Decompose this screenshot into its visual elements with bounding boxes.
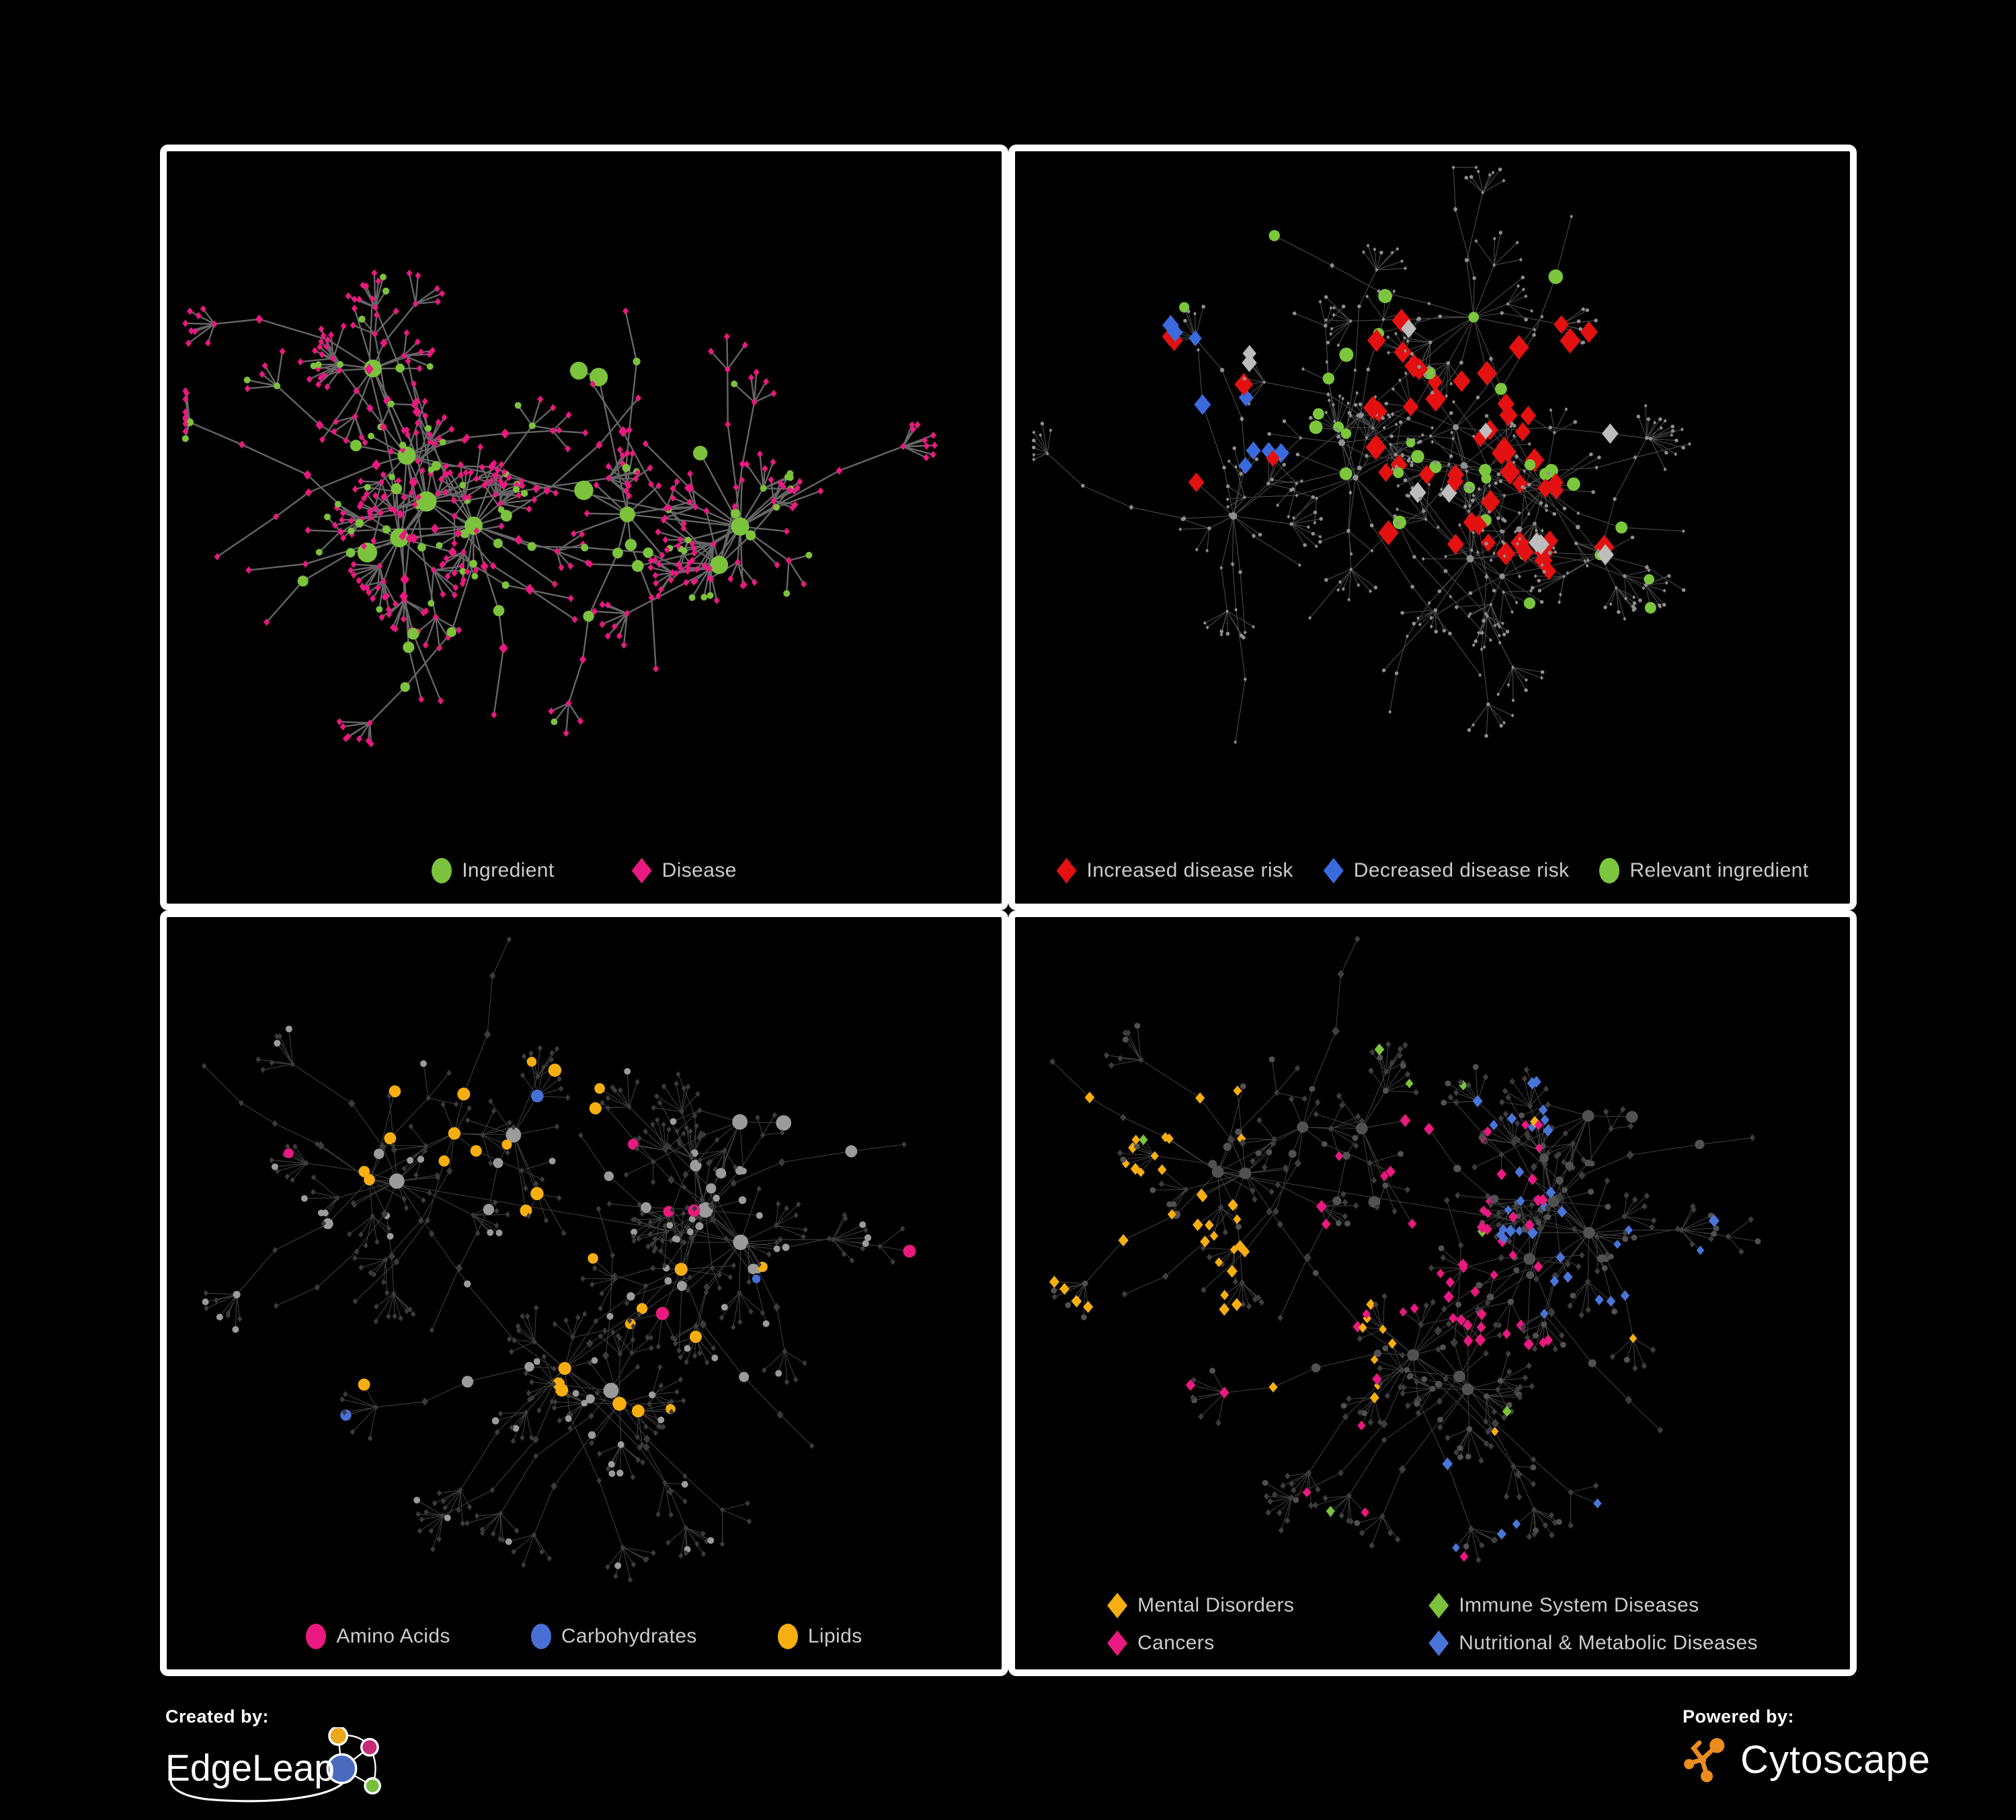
cytoscape-credit: Powered by: Cytoscape (1683, 1706, 1931, 1785)
powered-by-label: Powered by: (1683, 1706, 1795, 1727)
panel-nutrient-classes: Amino Acids Carbohydrates Lipids (160, 910, 1008, 1676)
disease-diamond-marker (631, 858, 652, 883)
legend-item-mental-disorders: Mental Disorders (1107, 1593, 1294, 1618)
legend-label: Mental Disorders (1137, 1594, 1295, 1616)
legend-label: Carbohydrates (561, 1625, 697, 1647)
ingredient-circle-marker (432, 858, 452, 883)
legend-item-amino-acids: Amino Acids (306, 1624, 450, 1649)
edgeleap-credit: Created by: EdgeLeap (165, 1706, 394, 1807)
graph-edges (184, 272, 935, 744)
graph-edges (204, 939, 910, 1580)
lipids-circle-marker (777, 1624, 798, 1649)
legend-label: Ingredient (462, 859, 555, 881)
legend-item-nutritional-metabolic-diseases: Nutritional & Metabolic Diseases (1428, 1630, 1758, 1656)
legend-label: Cancers (1137, 1632, 1215, 1654)
panel-grid: Ingredient Disease Increased disease ris… (160, 145, 1857, 1676)
relevant-ingredient-circle-marker (1599, 858, 1620, 883)
legend-label: Disease (661, 859, 737, 881)
edgeleap-swoosh (169, 1776, 347, 1803)
graph-edges (1052, 939, 1759, 1560)
cytoscape-logo-icon (1684, 1738, 1725, 1782)
graph-nodes (1032, 165, 1691, 744)
decreased-risk-diamond-marker (1323, 858, 1344, 883)
legend-label: Decreased disease risk (1353, 859, 1570, 881)
legend-item-carbohydrates: Carbohydrates (530, 1624, 697, 1649)
legend-disease-classes: Mental Disorders Immune System Diseases … (1015, 1593, 1850, 1656)
legend-item-immune-system-diseases: Immune System Diseases (1428, 1593, 1758, 1618)
legend-label: Relevant ingredient (1629, 859, 1809, 881)
legend-label: Immune System Diseases (1459, 1594, 1699, 1616)
legend-item-ingredient: Ingredient (432, 858, 554, 883)
legend-item-lipids: Lipids (777, 1624, 862, 1649)
legend-item-relevant-ingredient: Relevant ingredient (1599, 858, 1808, 883)
created-by-label: Created by: (165, 1706, 270, 1727)
carbohydrates-circle-marker (530, 1624, 551, 1649)
panel-disease-risk: Increased disease risk Decreased disease… (1008, 145, 1857, 910)
legend-nutrient-classes: Amino Acids Carbohydrates Lipids (167, 1624, 1002, 1649)
legend-label: Lipids (807, 1625, 862, 1647)
edgeleap-logo: EdgeLeap (165, 1727, 381, 1803)
graph-nodes (182, 269, 938, 748)
legend-item-decreased-risk: Decreased disease risk (1323, 858, 1570, 883)
edgeleap-name: EdgeLeap (165, 1747, 335, 1789)
legend-item-increased-risk: Increased disease risk (1056, 858, 1293, 883)
immune-diseases-diamond-marker (1428, 1593, 1449, 1618)
nutritional-metabolic-diamond-marker (1428, 1630, 1449, 1656)
panel-disease-classes: Mental Disorders Immune System Diseases … (1008, 910, 1857, 1676)
legend-label: Increased disease risk (1086, 859, 1293, 881)
legend-item-disease: Disease (631, 858, 737, 883)
cancers-diamond-marker (1107, 1630, 1128, 1656)
amino-acids-circle-marker (306, 1624, 327, 1649)
network-graph-disease-classes (1049, 935, 1761, 1564)
legend-ingredient-disease: Ingredient Disease (167, 858, 1002, 883)
legend-disease-risk: Increased disease risk Decreased disease… (1015, 858, 1850, 883)
panel-ingredient-disease: Ingredient Disease (160, 145, 1008, 910)
edgeleap-logo-nodes (326, 1727, 381, 1795)
cytoscape-name: Cytoscape (1740, 1737, 1931, 1782)
cytoscape-lockup: Cytoscape (1683, 1734, 1931, 1785)
network-graph-disease-risk (1032, 165, 1691, 744)
network-graph-ingredient-disease (182, 269, 938, 748)
legend-label: Nutritional & Metabolic Diseases (1459, 1632, 1758, 1654)
graph-nodes (1049, 935, 1761, 1564)
mental-disorders-diamond-marker (1107, 1593, 1128, 1618)
graph-nodes (201, 936, 916, 1583)
legend-item-cancers: Cancers (1107, 1630, 1294, 1656)
cytoscape-icon-nodes (1684, 1738, 1725, 1782)
network-graph-nutrient-classes (201, 936, 916, 1583)
legend-label: Amino Acids (336, 1625, 450, 1647)
increased-risk-diamond-marker (1056, 858, 1077, 883)
